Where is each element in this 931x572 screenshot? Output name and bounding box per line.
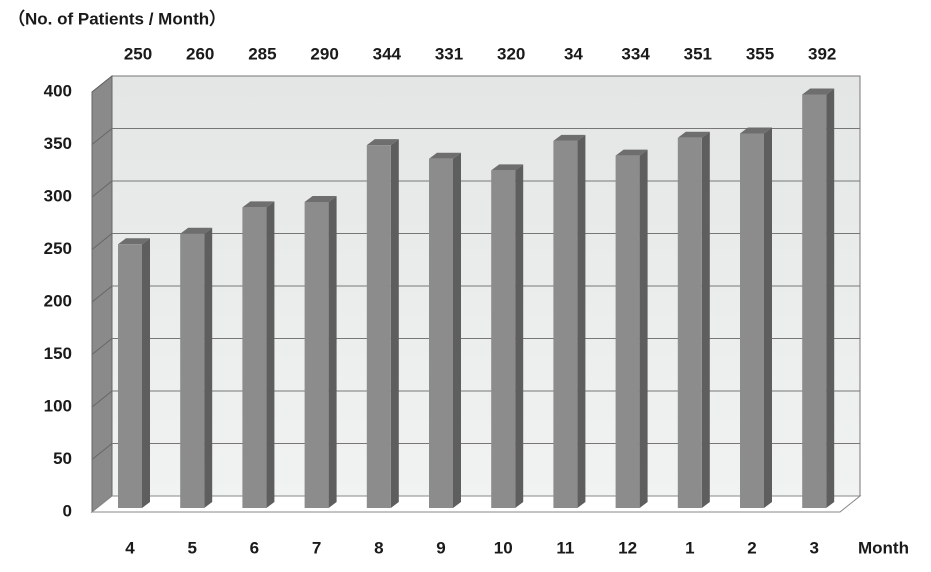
y-tick-label: 50 <box>53 449 72 468</box>
bar-side <box>328 196 337 509</box>
grid-line-side <box>91 75 113 93</box>
x-tick-label: 1 <box>685 538 694 557</box>
bar-side <box>390 139 399 508</box>
bar-top <box>242 201 275 208</box>
y-tick-label: 300 <box>44 186 72 205</box>
grid-line-side <box>91 180 113 198</box>
bar-side <box>764 127 772 508</box>
bar <box>304 196 337 509</box>
y-tick-label: 100 <box>44 396 72 415</box>
value-label: 290 <box>310 44 338 63</box>
grid-line-side <box>91 285 113 303</box>
bar-front <box>366 145 391 508</box>
value-label: 34 <box>564 44 583 63</box>
bar-front <box>491 170 516 508</box>
bar-front <box>304 202 329 509</box>
bar-side <box>204 227 213 508</box>
bar-side <box>639 149 648 508</box>
value-label: 355 <box>746 44 774 63</box>
bar-top <box>491 164 524 171</box>
bar-side <box>577 134 586 509</box>
bar-side <box>266 201 275 508</box>
bar-top <box>180 227 213 234</box>
bar <box>677 131 710 508</box>
grid-line-side <box>91 338 113 355</box>
x-axis-label: Month <box>858 538 909 557</box>
grid-line-side <box>91 443 113 460</box>
x-tick-label: 6 <box>250 538 259 557</box>
bar <box>740 127 772 508</box>
bar-front <box>553 140 578 509</box>
bar <box>429 152 461 509</box>
floor <box>90 495 862 513</box>
bar-front <box>242 207 267 508</box>
bar-front <box>180 233 205 508</box>
value-label: 331 <box>435 44 463 63</box>
x-tick-label: 10 <box>494 538 513 557</box>
x-tick-label: 4 <box>125 538 135 557</box>
bar-front <box>802 94 827 508</box>
bar <box>366 139 399 508</box>
bar-side <box>826 88 835 508</box>
x-tick-label: 12 <box>618 538 637 557</box>
bar-front <box>677 137 702 508</box>
grid-line-side <box>91 390 113 408</box>
bar-front <box>118 244 142 508</box>
value-label: 285 <box>248 44 276 63</box>
bar <box>553 134 586 509</box>
x-tick-label: 2 <box>747 538 756 557</box>
bar-top <box>429 152 461 159</box>
bar <box>491 164 524 508</box>
value-label: 351 <box>684 44 712 63</box>
bar-side <box>515 164 524 508</box>
y-tick-label: 350 <box>44 134 72 153</box>
value-label: 250 <box>124 44 152 63</box>
value-label: 260 <box>186 44 214 63</box>
value-label: 392 <box>808 44 836 63</box>
bar <box>118 238 150 508</box>
x-tick-label: 5 <box>187 538 196 557</box>
bar-side <box>701 131 710 508</box>
bar <box>180 227 213 508</box>
x-tick-label: 9 <box>436 538 445 557</box>
bar-top <box>740 127 772 134</box>
chart-title: （No. of Patients / Month） <box>8 8 226 28</box>
y-tick-label: 150 <box>44 344 72 363</box>
value-label: 334 <box>621 44 650 63</box>
x-tick-label: 3 <box>809 538 818 557</box>
value-label: 320 <box>497 44 525 63</box>
x-tick-label: 7 <box>312 538 321 557</box>
y-tick-label: 400 <box>44 81 72 100</box>
bar-top <box>802 88 835 95</box>
bar-top <box>304 196 337 203</box>
bar-top <box>677 131 710 138</box>
grid-line-side <box>91 128 113 145</box>
bar-top <box>615 149 648 156</box>
bar-top <box>118 238 150 245</box>
bar-side <box>142 238 150 508</box>
bar-top <box>553 134 586 141</box>
grid-line-side <box>91 233 113 250</box>
bar-front <box>615 155 640 508</box>
bar-top <box>366 139 399 146</box>
bar-front <box>740 133 764 508</box>
value-label: 344 <box>373 44 402 63</box>
bar <box>802 88 835 508</box>
bar-front <box>429 158 453 509</box>
y-tick-label: 200 <box>44 291 72 310</box>
x-tick-label: 11 <box>556 538 574 557</box>
bar <box>242 201 275 508</box>
bar <box>615 149 648 508</box>
bar-side <box>453 152 461 509</box>
y-tick-label: 250 <box>44 239 72 258</box>
y-tick-label: 0 <box>63 501 72 520</box>
x-tick-label: 8 <box>374 538 383 557</box>
